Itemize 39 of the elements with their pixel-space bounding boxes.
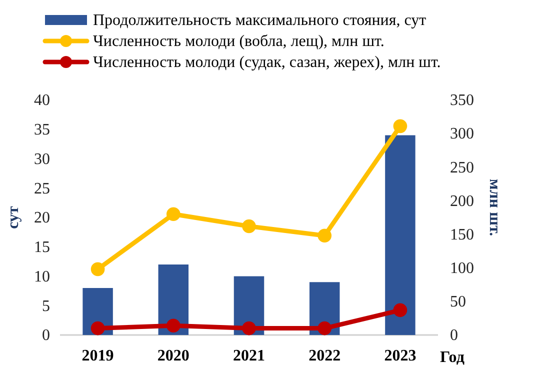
y2-tick-label: 300: [450, 126, 474, 143]
y-tick-label: 40: [34, 92, 50, 110]
y-tick-label: 15: [34, 238, 50, 256]
y-tick-label: 20: [34, 210, 50, 227]
x-tick-label: 2019: [82, 347, 114, 364]
x-tick-label: 2023: [384, 347, 416, 364]
x-tick-label: 2022: [308, 347, 341, 364]
y2-tick-label: 250: [450, 159, 474, 176]
point: [242, 321, 256, 336]
bar: [385, 135, 416, 335]
legend-label: Численность молоди (судак, сазан, жерех), млн шт.: [93, 54, 441, 71]
y2-axis-title: млн шт.: [486, 178, 503, 236]
x-tick-label: 2021: [233, 347, 265, 364]
point: [318, 228, 332, 243]
y2-tick-label: 50: [450, 294, 466, 311]
y-tick-label: 35: [34, 121, 50, 138]
x-axis-title: Год: [440, 349, 464, 366]
y-tick-label: 10: [34, 268, 50, 286]
y2-tick-label: 150: [450, 226, 474, 244]
y-tick-label: 5: [42, 298, 50, 315]
legend-label: Продолжительность максимального стояния, сут: [93, 12, 426, 29]
y-tick-label: 0: [42, 327, 50, 344]
y2-tick-label: 0: [450, 327, 458, 344]
y-tick-label: 30: [34, 150, 50, 168]
point: [318, 321, 332, 336]
y-axis-title: сут: [5, 206, 22, 229]
y-tick-label: 25: [34, 180, 50, 198]
point: [166, 207, 180, 222]
x-tick-label: 2020: [157, 347, 190, 364]
y2-tick-label: 100: [450, 260, 474, 277]
point: [393, 119, 408, 134]
y2-tick-label: 200: [450, 192, 474, 210]
y2-tick-label: 350: [450, 92, 474, 110]
point: [242, 219, 256, 234]
point: [393, 303, 408, 318]
point: [166, 318, 180, 332]
point: [90, 262, 105, 276]
point: [90, 321, 105, 336]
legend-label: Численность молоди (вобла, лещ), млн шт.: [93, 33, 384, 50]
